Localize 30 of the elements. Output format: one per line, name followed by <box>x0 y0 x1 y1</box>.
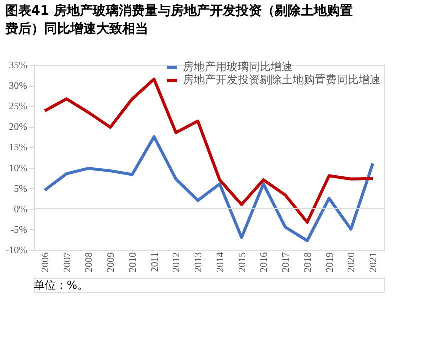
x-tick-label: 2016 <box>259 252 270 272</box>
x-tick-label: 2015 <box>237 252 248 272</box>
x-tick-label: 2011 <box>150 252 161 272</box>
x-tick-label: 2017 <box>281 252 292 272</box>
y-tick-label: 10% <box>9 163 28 174</box>
y-tick-label: -5% <box>10 224 28 236</box>
text: 单位：%。 <box>34 279 88 292</box>
x-tick-label: 2014 <box>215 252 226 272</box>
y-tick-label: 30% <box>9 81 28 92</box>
x-tick-label: 2008 <box>84 252 96 272</box>
x-tick-label: 2019 <box>324 252 336 272</box>
y-tick-label: 5% <box>14 184 28 195</box>
chart-title: 图表41 房地产玻璃消费量与房地产开发投资（剔除土地购置费后）同比增速大致相当 <box>4 3 353 37</box>
x-tick-label: 2021 <box>368 252 380 272</box>
y-tick-label: 25% <box>9 102 28 113</box>
x-tick-label: 2020 <box>346 252 358 272</box>
x-tick-label: 2010 <box>128 252 139 272</box>
x-tick-label: 2013 <box>194 252 205 272</box>
x-tick-label: 2009 <box>106 252 118 272</box>
legend-label: 房地产开发投资剔除土地购置费同比增速 <box>183 74 381 86</box>
legend-label: 房地产用玻璃同比增速 <box>183 60 293 74</box>
y-tick-label: -10% <box>6 246 28 256</box>
x-tick-label: 2006 <box>40 252 52 272</box>
y-tick-label: 20% <box>9 122 28 134</box>
y-tick-label: 0% <box>14 204 28 216</box>
x-tick-label: 2007 <box>62 252 74 272</box>
x-tick-label: 2018 <box>302 252 314 272</box>
y-tick-label: 15% <box>9 142 28 154</box>
y-tick-label: 35% <box>9 60 28 72</box>
x-tick-label: 2012 <box>172 252 183 272</box>
